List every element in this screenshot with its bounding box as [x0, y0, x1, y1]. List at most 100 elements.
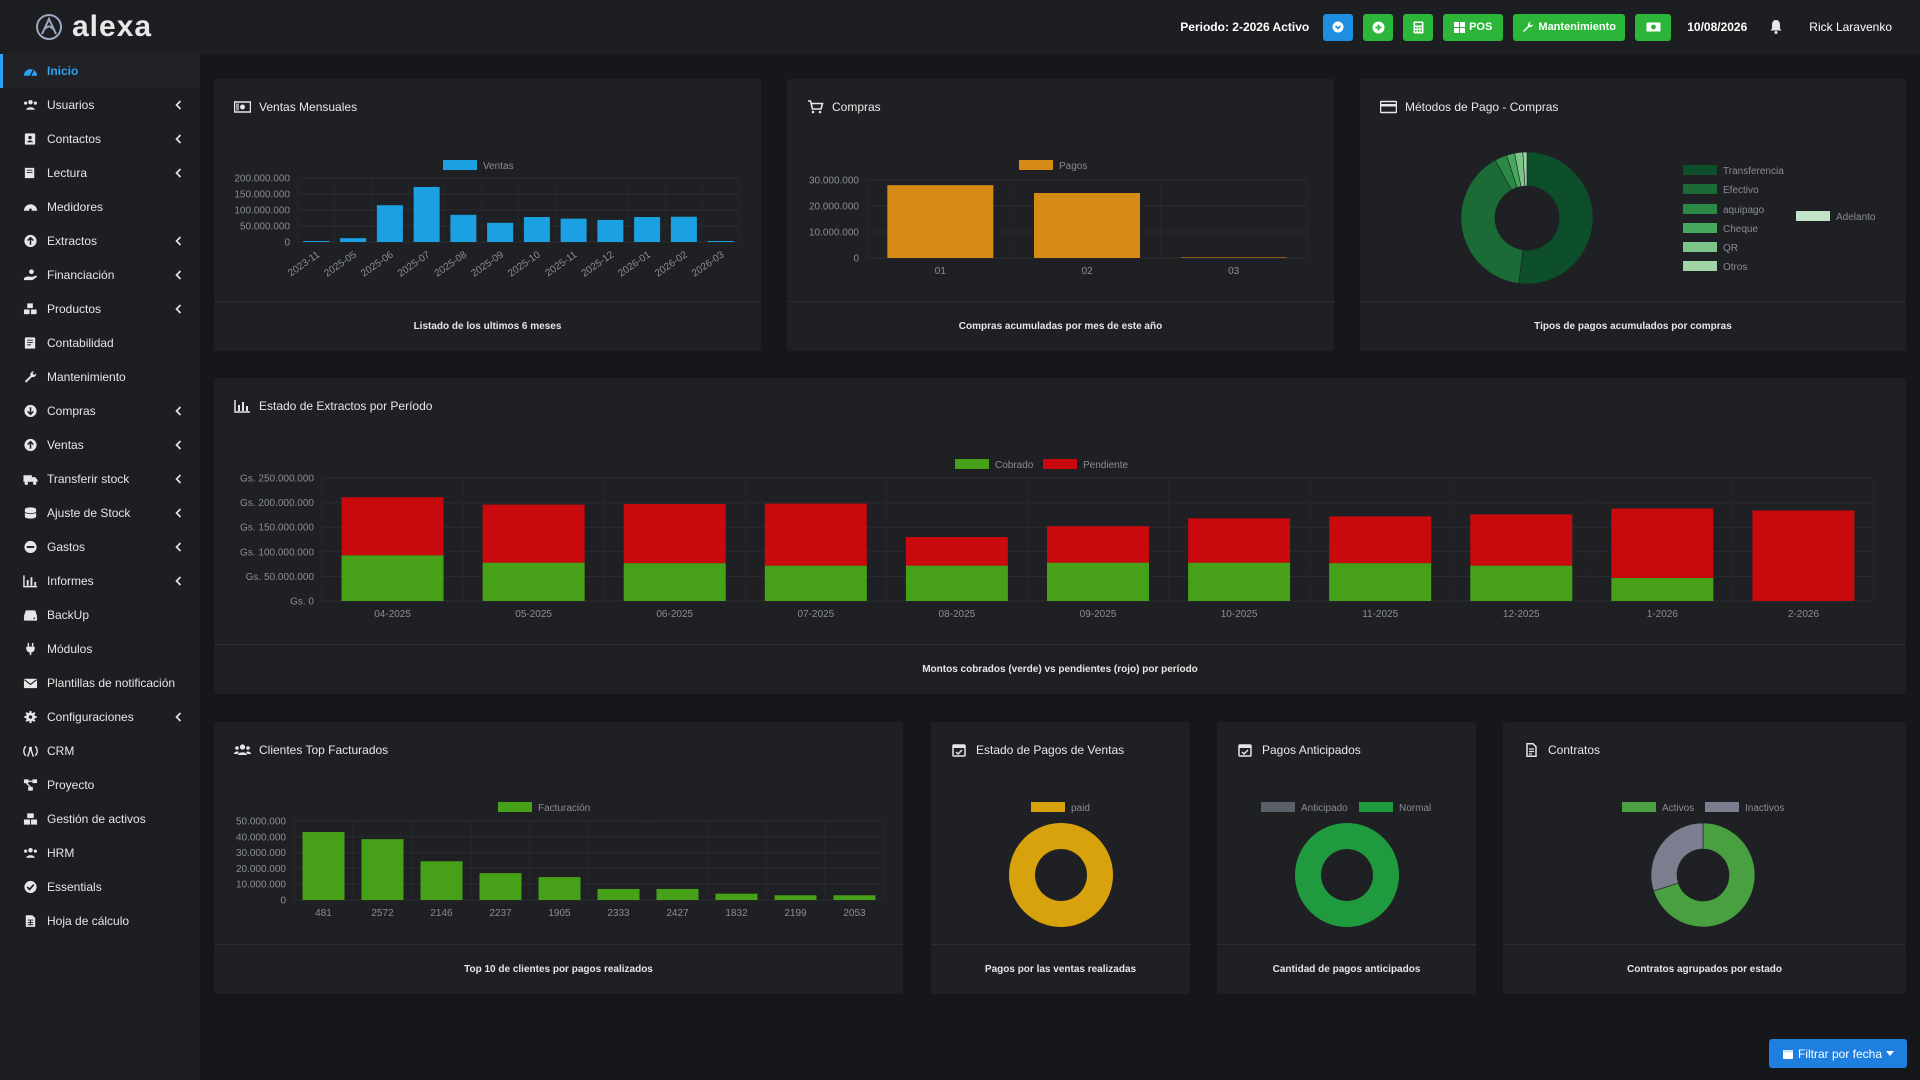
bar-facturación	[833, 895, 876, 900]
sidebar-item-plantillas-de-notificación[interactable]: Plantillas de notificación	[0, 666, 200, 700]
plug-icon	[22, 642, 38, 656]
sidebar-item-hrm[interactable]: HRM	[0, 836, 200, 870]
pagos-ventas-chart: paid	[1008, 802, 1113, 927]
sidebar-item-label: Ajuste de Stock	[47, 506, 131, 520]
periodo-label: Periodo: 2-2026 Activo	[1180, 20, 1310, 34]
sidebar-item-compras[interactable]: Compras	[0, 394, 200, 428]
x-tick-label: 04-2025	[374, 609, 411, 620]
arrow-up-circle-icon	[22, 438, 38, 452]
y-tick-label: 20.000.000	[809, 202, 859, 213]
x-tick-label: 2026-02	[653, 249, 690, 279]
bar-facturación	[538, 877, 581, 900]
credit-card-icon	[1380, 100, 1397, 114]
sidebar-item-proyecto[interactable]: Proyecto	[0, 768, 200, 802]
spreadsheet-icon	[22, 914, 38, 928]
card-header: Ventas Mensuales	[214, 79, 761, 135]
compras-chart: Pagos 30.000.000 20.000.000 10.000.000 0 01 02…	[809, 160, 1308, 277]
legend-swatch-2	[1683, 204, 1717, 214]
bar-chart-icon	[22, 574, 38, 588]
boxes-icon	[22, 812, 38, 826]
sidebar-item-gastos[interactable]: Gastos	[0, 530, 200, 564]
chevron-left-icon	[175, 474, 182, 484]
dashboard-icon	[22, 64, 38, 78]
sidebar-item-crm[interactable]: CRM	[0, 734, 200, 768]
sidebar-item-ventas[interactable]: Ventas	[0, 428, 200, 462]
x-tick-label: 06-2025	[656, 609, 693, 620]
legend-swatch-5	[1683, 261, 1717, 271]
filter-by-date-label: Filtrar por fecha	[1797, 1046, 1883, 1061]
sidebar-item-usuarios[interactable]: Usuarios	[0, 88, 200, 122]
sidebar-item-informes[interactable]: Informes	[0, 564, 200, 598]
chart-bar-icon	[234, 400, 250, 413]
bar-cobrado	[1470, 565, 1573, 601]
pagos-anticipados-card: Pagos Anticipados Anticipado Normal Canti…	[1217, 722, 1476, 994]
y-tick-label: Gs. 250.000.000	[240, 474, 314, 485]
legend-swatch-0	[1019, 160, 1053, 170]
sidebar-item-productos[interactable]: Productos	[0, 292, 200, 326]
pie-slice-inactivos	[1650, 822, 1704, 892]
sidebar-item-label: Inicio	[47, 64, 79, 78]
filter-by-date-button[interactable]: Filtrar por fecha	[1769, 1039, 1907, 1068]
bell-icon[interactable]	[1767, 18, 1785, 36]
sidebar-item-configuraciones[interactable]: Configuraciones	[0, 700, 200, 734]
sidebar-item-label: Lectura	[47, 166, 88, 180]
ventas-chart: Ventas 200.000.000 150.000.000 100.000.000 5…	[234, 160, 740, 280]
bar-cobrado	[1611, 577, 1714, 601]
y-tick-label: Gs. 100.000.000	[240, 547, 314, 558]
x-tick-label: 2237	[489, 908, 512, 919]
sidebar-item-mantenimiento[interactable]: Mantenimiento	[0, 360, 200, 394]
sidebar-item-lectura[interactable]: Lectura	[0, 156, 200, 190]
sidebar-item-hoja-de-cálculo[interactable]: Hoja de cálculo	[0, 904, 200, 938]
sidebar-item-medidores[interactable]: Medidores	[0, 190, 200, 224]
card-header: Clientes Top Facturados	[214, 722, 903, 778]
bar-pendiente	[1047, 526, 1149, 563]
chevron-left-icon	[175, 406, 182, 416]
sidebar-item-contactos[interactable]: Contactos	[0, 122, 200, 156]
card-header: Métodos de Pago - Compras	[1360, 79, 1906, 135]
x-tick-label: 09-2025	[1080, 609, 1117, 620]
sidebar-item-módulos[interactable]: Módulos	[0, 632, 200, 666]
y-tick-label: Gs. 150.000.000	[240, 523, 314, 534]
sidebar-item-transferir-stock[interactable]: Transferir stock	[0, 462, 200, 496]
period-select-button[interactable]	[1323, 13, 1354, 41]
gauge-icon	[22, 200, 38, 214]
cash-button[interactable]	[1635, 13, 1672, 41]
legend-swatch-0	[443, 160, 477, 170]
broadcast-icon	[22, 744, 38, 758]
arrow-up-circle-icon	[22, 234, 38, 248]
app-logo[interactable]: alexa	[34, 10, 152, 44]
sidebar-item-backup[interactable]: BackUp	[0, 598, 200, 632]
x-tick-label: 2053	[843, 908, 866, 919]
sidebar-item-contabilidad[interactable]: Contabilidad	[0, 326, 200, 360]
x-tick-label: 2025-09	[469, 249, 506, 279]
x-tick-label: 01	[935, 266, 947, 277]
file-contract-icon	[1526, 743, 1537, 757]
legend-label-6: Adelanto	[1836, 212, 1876, 223]
money-bill-icon	[234, 101, 251, 113]
hdd-icon	[22, 608, 38, 622]
x-tick-label: 481	[315, 908, 332, 919]
pie-slice-transferencia	[1518, 151, 1594, 285]
card-title: Pagos Anticipados	[1262, 743, 1361, 757]
bar-facturación	[361, 839, 404, 900]
pos-button[interactable]: POS	[1443, 13, 1504, 41]
sidebar-item-gestión-de-activos[interactable]: Gestión de activos	[0, 802, 200, 836]
x-tick-label: 2333	[607, 908, 630, 919]
legend-swatch-1	[1683, 184, 1717, 194]
user-name[interactable]: Rick Laravenko	[1809, 20, 1892, 34]
sidebar-item-essentials[interactable]: Essentials	[0, 870, 200, 904]
contratos-chart: Activos Inactivos	[1622, 802, 1784, 928]
legend-swatch-0	[498, 802, 532, 812]
sidebar-item-inicio[interactable]: Inicio	[0, 54, 200, 88]
sidebar-item-ajuste-de-stock[interactable]: Ajuste de Stock	[0, 496, 200, 530]
calculator-button[interactable]	[1403, 13, 1434, 41]
calendar-check-icon	[952, 744, 966, 757]
ledger-icon	[22, 336, 38, 350]
bar-pendiente	[905, 537, 1008, 566]
sidebar-item-financiación[interactable]: Financiación	[0, 258, 200, 292]
mantenimiento-button[interactable]: Mantenimiento	[1513, 13, 1626, 41]
add-button[interactable]	[1363, 13, 1394, 41]
legend-swatch-1	[1705, 802, 1739, 812]
pie-slice-paid	[1008, 823, 1113, 927]
sidebar-item-extractos[interactable]: Extractos	[0, 224, 200, 258]
